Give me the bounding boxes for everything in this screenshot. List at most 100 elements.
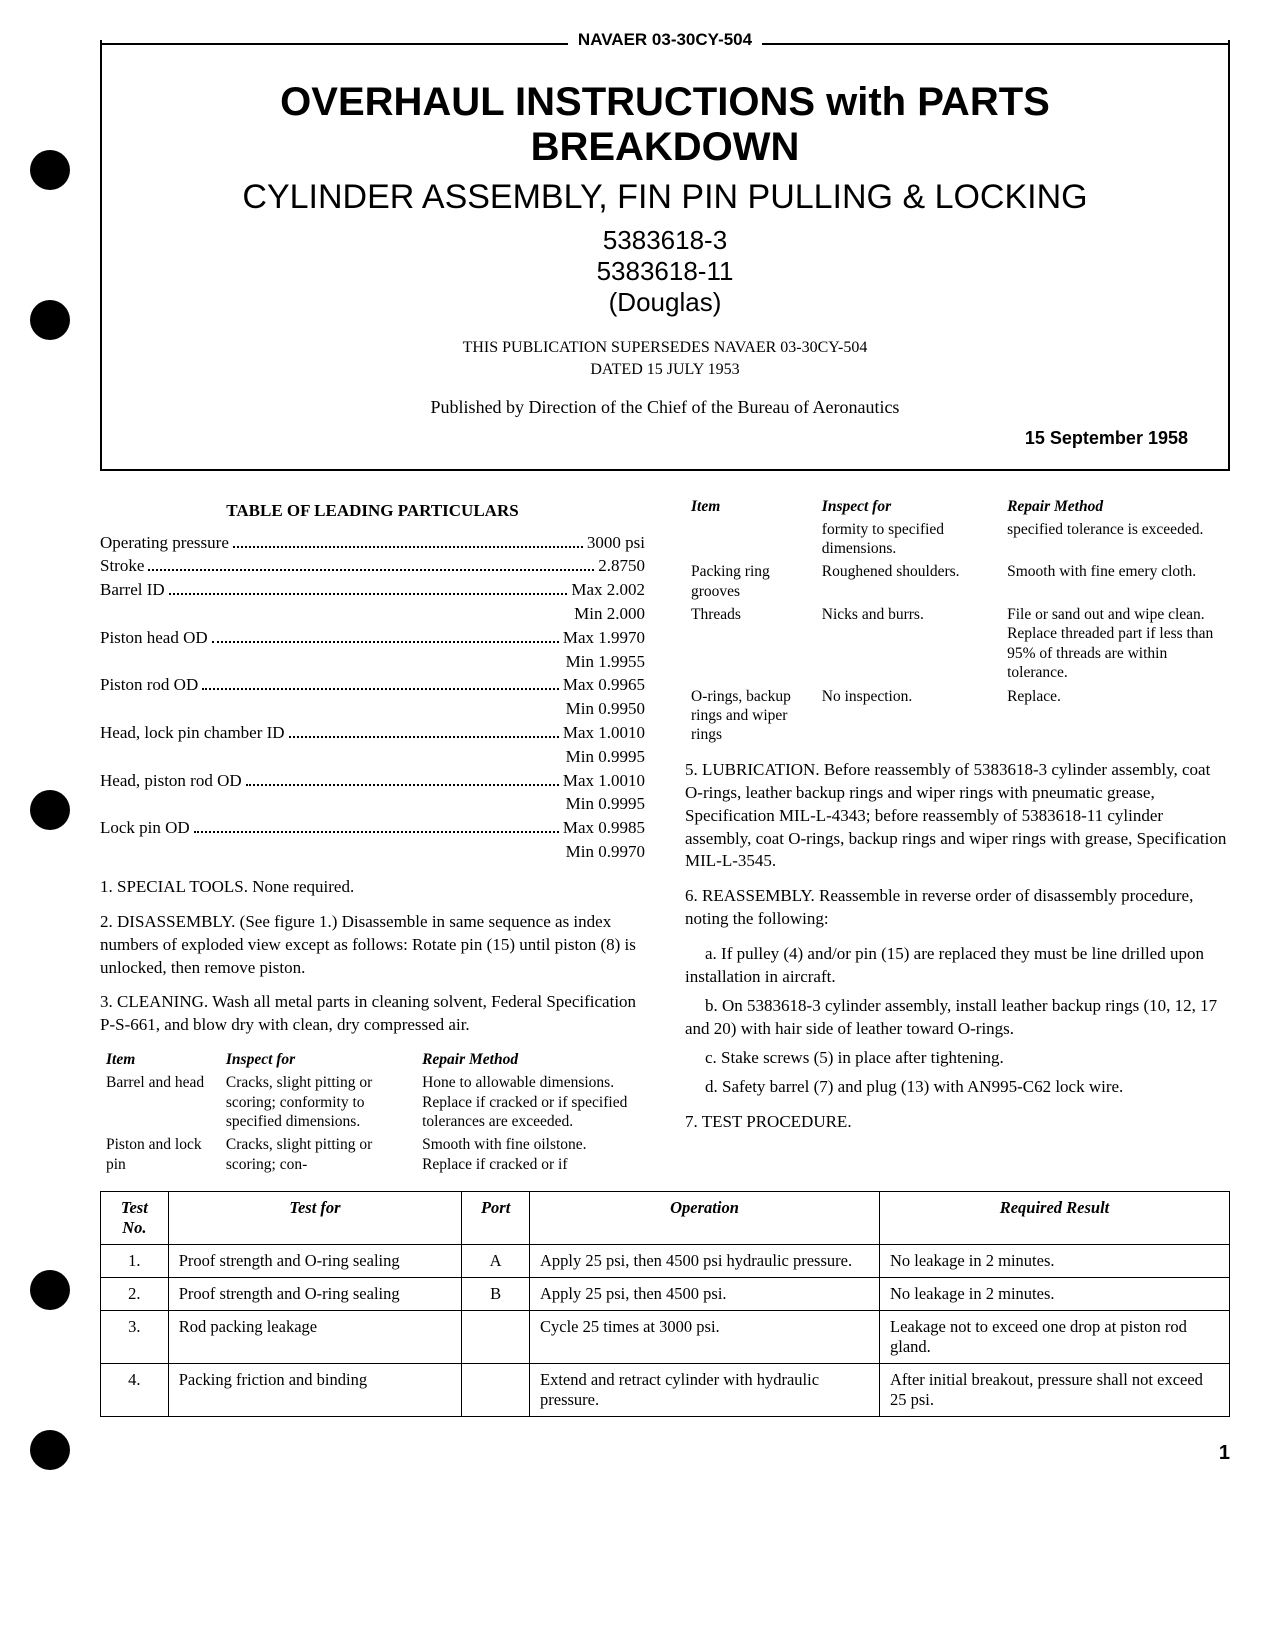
pub-date: 15 September 1958: [142, 428, 1188, 449]
inspect-h-repair: Repair Method: [1001, 496, 1230, 518]
inspect-repair: Smooth with fine oilstone. Replace if cr…: [416, 1133, 645, 1176]
leader-sub: Min 2.000: [100, 602, 645, 626]
test-h-for: Test for: [168, 1192, 462, 1245]
test-row: 2.Proof strength and O-ring sealingBAppl…: [101, 1278, 1230, 1311]
leader-dots: [202, 688, 559, 690]
inspect-table-left: Item Inspect for Repair Method Barrel an…: [100, 1049, 645, 1176]
section-6b: b. On 5383618-3 cylinder assembly, insta…: [685, 995, 1230, 1041]
inspect-item: O-rings, backup rings and wiper rings: [685, 685, 816, 747]
test-res: No leakage in 2 minutes.: [879, 1278, 1229, 1311]
leader-val: Max 1.9970: [563, 626, 645, 650]
leading-row: Stroke 2.8750: [100, 554, 645, 578]
part-numbers: 5383618-3 5383618-11 (Douglas): [142, 225, 1188, 319]
leading-row: Head, piston rod OD Max 1.0010: [100, 769, 645, 793]
inspect-row: Barrel and headCracks, slight pitting or…: [100, 1071, 645, 1133]
leading-row: Piston head OD Max 1.9970: [100, 626, 645, 650]
test-port: B: [462, 1278, 530, 1311]
header-box: NAVAER 03-30CY-504 OVERHAUL INSTRUCTIONS…: [100, 40, 1230, 471]
leader-dots: [212, 641, 559, 643]
title-main: OVERHAUL INSTRUCTIONS with PARTS BREAKDO…: [142, 80, 1188, 170]
leading-particulars: Operating pressure3000 psiStroke 2.8750 Ba…: [100, 531, 645, 864]
test-no: 2.: [101, 1278, 169, 1311]
test-op: Apply 25 psi, then 4500 psi hydraulic pr…: [530, 1245, 880, 1278]
leading-row: Operating pressure3000 psi: [100, 531, 645, 555]
test-op: Cycle 25 times at 3000 psi.: [530, 1311, 880, 1364]
inspect-row: ThreadsNicks and burrs.File or sand out …: [685, 603, 1230, 685]
leader-label: Lock pin OD: [100, 816, 190, 840]
navaer-id: NAVAER 03-30CY-504: [568, 30, 762, 50]
leader-val: 2.8750: [598, 554, 645, 578]
test-for: Proof strength and O-ring sealing: [168, 1278, 462, 1311]
inspect-row: O-rings, backup rings and wiper ringsNo …: [685, 685, 1230, 747]
header-topline: NAVAER 03-30CY-504: [102, 30, 1228, 50]
leader-val: Max 2.002: [571, 578, 645, 602]
test-h-op: Operation: [530, 1192, 880, 1245]
test-h-res: Required Result: [879, 1192, 1229, 1245]
left-column: TABLE OF LEADING PARTICULARS Operating p…: [100, 496, 645, 1177]
leading-row: Lock pin OD Max 0.9985: [100, 816, 645, 840]
inspect-h-item: Item: [100, 1049, 220, 1071]
inspect-item: Threads: [685, 603, 816, 685]
leading-row: Head, lock pin chamber IDMax 1.0010: [100, 721, 645, 745]
inspect-repair: specified tolerance is exceeded.: [1001, 518, 1230, 561]
inspect-for: Cracks, slight pitting or scoring; confo…: [220, 1071, 416, 1133]
inspect-for: Cracks, slight pitting or scoring; con-: [220, 1133, 416, 1176]
leader-val: Max 0.9965: [563, 673, 645, 697]
punch-hole: [30, 1270, 70, 1310]
test-for: Packing friction and binding: [168, 1364, 462, 1417]
leader-dots: [148, 569, 594, 571]
leader-dots: [194, 831, 559, 833]
leader-label: Stroke: [100, 554, 144, 578]
body-columns: TABLE OF LEADING PARTICULARS Operating p…: [100, 496, 1230, 1177]
test-res: Leakage not to exceed one drop at piston…: [879, 1311, 1229, 1364]
inspect-repair: File or sand out and wipe clean. Replace…: [1001, 603, 1230, 685]
inspect-item: [685, 518, 816, 561]
mfr: (Douglas): [142, 287, 1188, 318]
section-1: 1. SPECIAL TOOLS. None required.: [100, 876, 645, 899]
test-no: 1.: [101, 1245, 169, 1278]
supersedes-l2: DATED 15 JULY 1953: [142, 361, 1188, 379]
leader-label: Head, piston rod OD: [100, 769, 242, 793]
test-row: 3.Rod packing leakageCycle 25 times at 3…: [101, 1311, 1230, 1364]
test-res: After initial breakout, pressure shall n…: [879, 1364, 1229, 1417]
test-no: 4.: [101, 1364, 169, 1417]
leader-sub: Min 0.9970: [100, 840, 645, 864]
leader-sub: Min 0.9950: [100, 697, 645, 721]
inspect-for: formity to specified dimensions.: [816, 518, 1001, 561]
section-2: 2. DISASSEMBLY. (See figure 1.) Disassem…: [100, 911, 645, 980]
leader-label: Piston head OD: [100, 626, 208, 650]
section-5: 5. LUBRICATION. Before reassembly of 538…: [685, 759, 1230, 874]
inspect-for: No inspection.: [816, 685, 1001, 747]
section-7: 7. TEST PROCEDURE.: [685, 1111, 1230, 1134]
section-6c: c. Stake screws (5) in place after tight…: [685, 1047, 1230, 1070]
inspect-row: Packing ring groovesRoughened shoulders.…: [685, 560, 1230, 603]
leader-val: Max 1.0010: [563, 769, 645, 793]
supersedes-l1: THIS PUBLICATION SUPERSEDES NAVAER 03-30…: [142, 339, 1188, 357]
part-no-2: 5383618-11: [142, 256, 1188, 287]
publisher: Published by Direction of the Chief of t…: [142, 397, 1188, 418]
inspect-repair: Replace.: [1001, 685, 1230, 747]
leader-sub: Min 0.9995: [100, 792, 645, 816]
leader-val: Max 1.0010: [563, 721, 645, 745]
inspect-h-inspect: Inspect for: [816, 496, 1001, 518]
leader-label: Barrel ID: [100, 578, 165, 602]
inspect-h-inspect: Inspect for: [220, 1049, 416, 1071]
leader-label: Piston rod OD: [100, 673, 198, 697]
leading-row: Piston rod OD Max 0.9965: [100, 673, 645, 697]
test-h-port: Port: [462, 1192, 530, 1245]
test-res: No leakage in 2 minutes.: [879, 1245, 1229, 1278]
leader-dots: [169, 593, 568, 595]
section-6a: a. If pulley (4) and/or pin (15) are rep…: [685, 943, 1230, 989]
test-table: Test No. Test for Port Operation Require…: [100, 1191, 1230, 1417]
test-op: Apply 25 psi, then 4500 psi.: [530, 1278, 880, 1311]
inspect-for: Roughened shoulders.: [816, 560, 1001, 603]
inspect-for: Nicks and burrs.: [816, 603, 1001, 685]
inspect-h-item: Item: [685, 496, 816, 518]
test-port: [462, 1311, 530, 1364]
leader-val: Max 0.9985: [563, 816, 645, 840]
inspect-row-cont: formity to specified dimensions.specifie…: [685, 518, 1230, 561]
title-sub: CYLINDER ASSEMBLY, FIN PIN PULLING & LOC…: [142, 178, 1188, 217]
section-3: 3. CLEANING. Wash all metal parts in cle…: [100, 991, 645, 1037]
punch-hole: [30, 300, 70, 340]
inspect-item: Piston and lock pin: [100, 1133, 220, 1176]
